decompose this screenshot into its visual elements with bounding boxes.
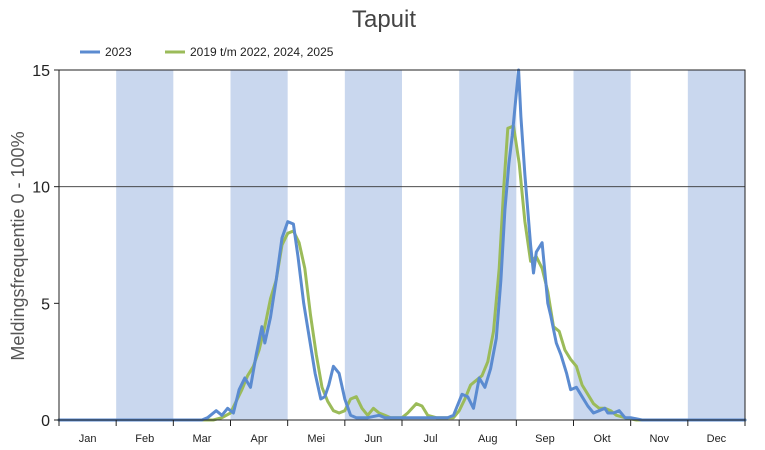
y-axis-label: Meldingsfrequentie 0 - 100%: [8, 131, 28, 360]
month-bands: [116, 70, 745, 420]
month-band-aug: [459, 70, 517, 420]
x-tick-label-jan: Jan: [79, 433, 97, 445]
y-tick-label: 5: [41, 296, 50, 313]
y-tick-label: 15: [32, 63, 50, 80]
x-tick-label-aug: Aug: [478, 433, 498, 445]
series-line-2023: [57, 68, 747, 422]
month-band-apr: [230, 70, 288, 420]
series-lines: [57, 68, 747, 422]
x-tick-label-feb: Feb: [135, 433, 154, 445]
month-band-dec: [687, 70, 745, 420]
x-tick-label-jul: Jul: [424, 433, 438, 445]
y-axis: 0 5 10 15: [32, 63, 59, 430]
x-tick-label-dec: Dec: [707, 433, 727, 445]
month-band-jun: [344, 70, 402, 420]
month-band-okt: [573, 70, 631, 420]
x-tick-label-okt: Okt: [594, 433, 611, 445]
y-tick-label: 10: [32, 180, 50, 197]
x-tick-label-sep: Sep: [535, 433, 555, 445]
x-tick-label-jun: Jun: [365, 433, 383, 445]
chart-title: Tapuit: [352, 6, 416, 33]
x-tick-label-mei: Mei: [307, 433, 325, 445]
legend: 2023 2019 t/m 2022, 2024, 2025: [80, 45, 334, 59]
legend-label: 2019 t/m 2022, 2024, 2025: [190, 45, 334, 59]
legend-label: 2023: [105, 45, 132, 59]
x-axis: Jan Feb Mar Apr Mei Jun Jul Aug Sep Okt Nov Dec: [58, 420, 746, 445]
x-tick-label-apr: Apr: [251, 433, 268, 445]
y-tick-label: 0: [41, 413, 50, 430]
x-tick-label-mar: Mar: [192, 433, 211, 445]
month-band-feb: [116, 70, 174, 420]
x-tick-label-nov: Nov: [649, 433, 669, 445]
